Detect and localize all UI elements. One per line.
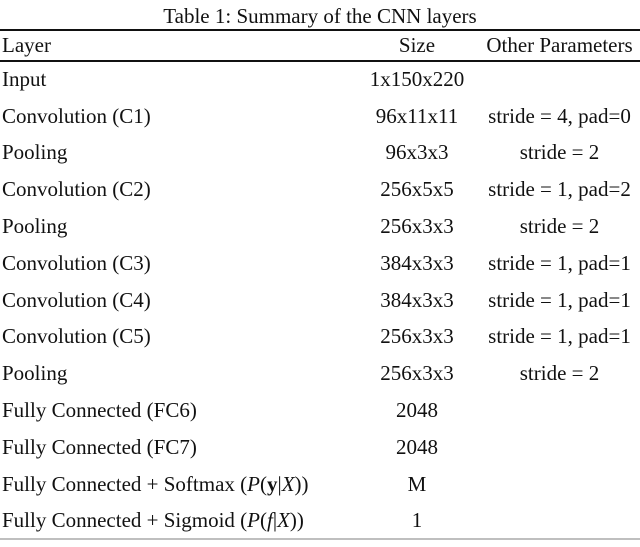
cell-params xyxy=(477,392,640,429)
math-segment: | xyxy=(272,507,278,532)
cell-size: 1x150x220 xyxy=(369,67,465,92)
cell-size: 2048 xyxy=(396,434,438,459)
cell-layer: Convolution (C5) xyxy=(2,324,151,349)
math-segment: | xyxy=(277,471,282,496)
cell-size: 384x3x3 xyxy=(380,287,454,312)
cell-size: 256x5x5 xyxy=(380,177,454,202)
cell-params: stride = 1, pad=2 xyxy=(488,177,631,202)
table-row: Fully Connected (FC6) 2048 xyxy=(0,392,640,429)
math-segment: ( xyxy=(260,507,267,532)
table-row: Pooling 96x3x3 stride = 2 xyxy=(0,135,640,172)
cell-layer: Fully Connected (FC7) xyxy=(2,434,197,459)
cell-size: 256x3x3 xyxy=(380,214,454,239)
table-row: Input 1x150x220 xyxy=(0,61,640,98)
cell-params: stride = 1, pad=1 xyxy=(488,324,631,349)
table-row: Convolution (C3) 384x3x3 stride = 1, pad=1 xyxy=(0,245,640,282)
cell-size: 96x3x3 xyxy=(385,140,449,165)
cell-layer: Convolution (C2) xyxy=(2,177,151,202)
table-row: Convolution (C2) 256x5x5 stride = 1, pad=2 xyxy=(0,171,640,208)
table-row: Convolution (C4) 384x3x3 stride = 1, pad=1 xyxy=(0,282,640,319)
math-segment: X xyxy=(277,507,290,532)
cell-size: 96x11x11 xyxy=(375,103,459,128)
table-row: Fully Connected (FC7) 2048 xyxy=(0,429,640,466)
math-segment: y xyxy=(266,471,278,496)
cell-params xyxy=(477,466,640,503)
cell-layer: Input xyxy=(2,67,47,92)
cell-layer: Pooling xyxy=(2,361,68,386)
table-row: Convolution (C5) 256x3x3 stride = 1, pad=1 xyxy=(0,319,640,356)
cell-params xyxy=(477,429,640,466)
cell-layer: Convolution (C3) xyxy=(2,250,151,275)
cell-params: stride = 1, pad=1 xyxy=(488,250,631,275)
cell-layer: Pooling xyxy=(2,140,68,165)
cell-params: stride = 2 xyxy=(519,140,600,165)
table-caption: Table 1: Summary of the CNN layers xyxy=(163,4,477,28)
table-row: Fully Connected + Sigmoid (P(f|X)) 1 xyxy=(0,503,640,540)
cell-size: 256x3x3 xyxy=(380,324,454,349)
math-segment: f xyxy=(267,507,273,532)
cell-params xyxy=(477,61,640,98)
table-body: Input 1x150x220 Convolution (C1) 96x11x11 st… xyxy=(0,61,640,539)
cell-layer: Pooling xyxy=(2,214,68,239)
cell-layer: Fully Connected (FC6) xyxy=(2,398,197,423)
cell-layer: Fully Connected + Softmax (P(y|X)) xyxy=(0,466,357,503)
cell-params: stride = 2 xyxy=(519,214,600,239)
math-segment: )) xyxy=(294,471,309,496)
table-row: Pooling 256x3x3 stride = 2 xyxy=(0,355,640,392)
table-row: Pooling 256x3x3 stride = 2 xyxy=(0,208,640,245)
cell-params xyxy=(477,503,640,540)
cell-size: 384x3x3 xyxy=(380,250,454,275)
math-segment: P xyxy=(247,471,260,496)
math-segment: ( xyxy=(259,471,267,496)
cell-size: 256x3x3 xyxy=(380,361,454,386)
cell-params: stride = 1, pad=1 xyxy=(488,287,631,312)
table-row: Fully Connected + Softmax (P(y|X)) M xyxy=(0,466,640,503)
header-layer: Layer xyxy=(2,33,51,57)
cell-params: stride = 4, pad=0 xyxy=(488,103,631,128)
cell-layer: Convolution (C4) xyxy=(2,287,151,312)
cell-layer: Convolution (C1) xyxy=(2,103,151,128)
header-row: Layer Size Other Parameters xyxy=(0,30,640,61)
header-params: Other Parameters xyxy=(486,33,633,57)
table-row: Convolution (C1) 96x11x11 stride = 4, pad=… xyxy=(0,98,640,135)
math-segment: X xyxy=(281,471,295,496)
cell-layer: Fully Connected + Sigmoid (P(f|X)) xyxy=(0,503,357,540)
cell-params: stride = 2 xyxy=(519,361,600,386)
math-segment: Fully Connected + Softmax ( xyxy=(2,471,248,496)
cell-size: M xyxy=(407,471,427,496)
cell-size: 2048 xyxy=(396,398,438,423)
table-header: Layer Size Other Parameters xyxy=(0,30,640,61)
cell-size: 1 xyxy=(411,507,423,532)
math-segment: P xyxy=(247,507,260,532)
math-segment: Fully Connected + Sigmoid ( xyxy=(2,507,248,532)
header-size: Size xyxy=(398,33,436,57)
math-segment: )) xyxy=(289,507,304,532)
cnn-layers-table: Layer Size Other Parameters Input 1x150x2… xyxy=(0,29,640,541)
